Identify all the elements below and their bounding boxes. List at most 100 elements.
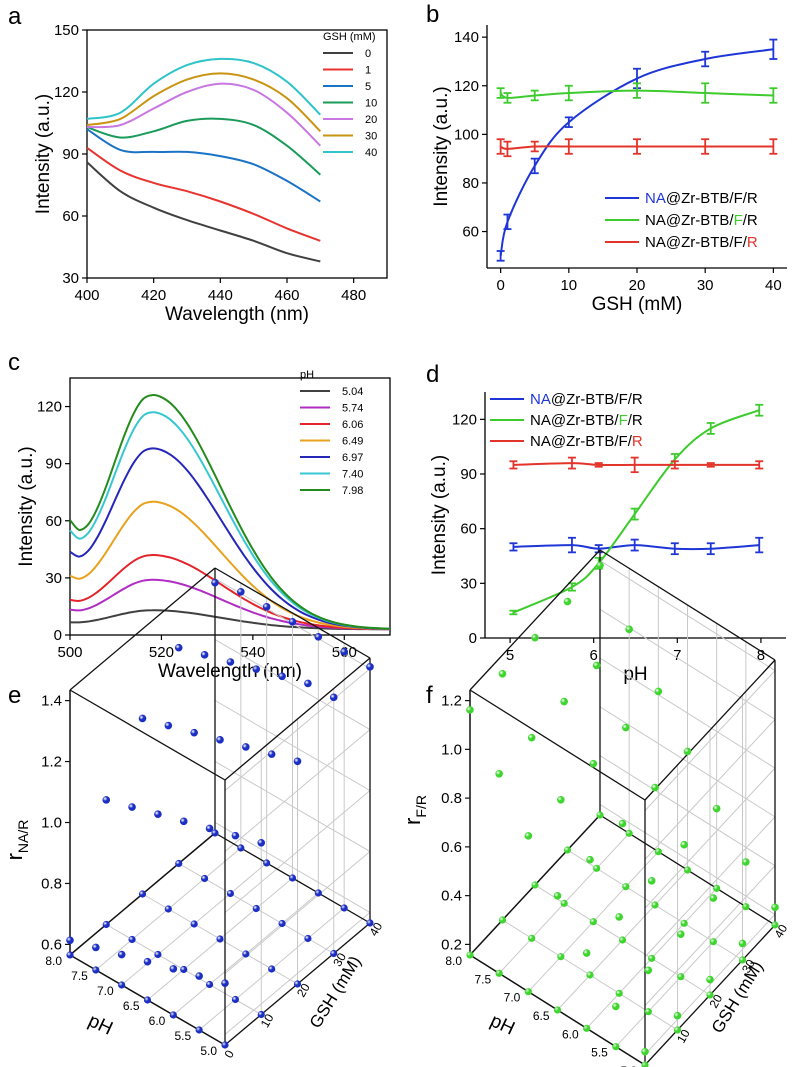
floor-point-11 <box>154 950 162 959</box>
data-point-18 <box>190 728 198 737</box>
panel-c-line-chart: c5005205405600306090120Wavelength (nm)In… <box>8 349 391 682</box>
floor-point-11 <box>553 1006 562 1014</box>
y-tick-label: 120 <box>37 399 62 416</box>
y-tick-label: 150 <box>54 22 79 39</box>
floor-point-15 <box>680 919 688 927</box>
data-point-31 <box>531 633 539 642</box>
legend-label-20: 20 <box>365 114 377 126</box>
data-point-32 <box>625 625 633 634</box>
data-point-14 <box>293 757 302 766</box>
floor-point-6 <box>738 956 747 964</box>
series-line-5 <box>86 128 321 203</box>
x-axis-label: Wavelength (nm) <box>165 304 309 325</box>
floor-point-17 <box>216 935 224 943</box>
legend-label-1: 1 <box>365 65 371 77</box>
data-point-11 <box>154 810 162 818</box>
x-tick-label: 7 <box>673 647 681 664</box>
panel-b-line-chart: b 0 10 20 30 40 60 80 100 120 140 GSH (mM) Intensity… <box>426 1 787 315</box>
floor-point-14 <box>293 980 302 988</box>
floor-point-34 <box>596 811 604 819</box>
data-point-7 <box>677 930 685 939</box>
z-axis-label-main: r <box>2 853 27 860</box>
floor-point-23 <box>683 866 692 874</box>
x-tick-label: 10 <box>560 277 577 294</box>
floor-point-27 <box>200 874 209 883</box>
floor-point-0 <box>221 1041 229 1049</box>
legend-label-40: 40 <box>365 147 377 159</box>
legend-label-0: NA@Zr-BTB/F/R <box>645 190 758 207</box>
data-point-8 <box>615 913 623 921</box>
data-point-6 <box>66 936 74 945</box>
x-tick-label: 420 <box>141 287 166 304</box>
legend-label-part: NA@Zr-BTB/ <box>645 212 734 229</box>
floor-point-22 <box>589 918 597 926</box>
floor-point-19 <box>164 905 172 913</box>
data-point-26 <box>226 658 235 666</box>
z-tick-label: 1.0 <box>41 815 62 832</box>
y-tick-label: 120 <box>452 411 477 428</box>
floor-point-10 <box>709 938 717 946</box>
z-tick-label: 0.2 <box>441 936 462 953</box>
data-point-17 <box>216 736 224 744</box>
panel-e-3d-scatter: e0.60.81.01.21.48.07.57.06.56.05.55.0 010… <box>2 567 385 1061</box>
x-tick-label: 5.0 <box>620 1064 637 1067</box>
legend-label-2: NA@Zr-BTB/F/R <box>530 433 643 450</box>
x-tick-label: 8 <box>757 647 765 664</box>
legend-label-6.49: 6.49 <box>342 436 363 448</box>
floor-point-24 <box>528 934 536 942</box>
y-tick-label: 0 <box>221 1047 237 1060</box>
x-tick-label: 8.0 <box>445 954 462 968</box>
data-point-4 <box>117 950 126 959</box>
x-axis-label: GSH (mM) <box>592 294 683 315</box>
y-axis-label: Intensity (a.u.) <box>33 94 54 214</box>
y-tick-label: 90 <box>62 146 79 163</box>
floor-point-21 <box>495 969 503 977</box>
floor-point-9 <box>771 921 779 929</box>
data-point-9 <box>205 824 214 833</box>
legend-title: GSH (mM) <box>323 31 376 43</box>
floor-point-31 <box>531 881 539 889</box>
data-point-0 <box>221 979 229 987</box>
x-tick-label: 400 <box>74 287 99 304</box>
z-axis-label-sub: F/R <box>413 795 429 818</box>
legend-label-part: NA@Zr-BTB/ <box>530 412 619 429</box>
floor-point-0 <box>641 1061 649 1067</box>
panel-label: c <box>8 349 20 376</box>
axis-edge <box>224 657 371 781</box>
y-axis-label: Intensity (a.u.) <box>429 455 450 575</box>
legend-label-6.97: 6.97 <box>342 452 363 464</box>
floor-point-12 <box>128 935 136 944</box>
floor-point-32 <box>625 829 633 837</box>
data-point-2 <box>612 1002 620 1011</box>
data-point-25 <box>622 723 630 732</box>
floor-point-16 <box>242 950 250 958</box>
y-axis-label: Intensity (a.u.) <box>431 86 452 206</box>
data-point-6 <box>738 939 747 948</box>
floor-point-31 <box>288 874 297 882</box>
floor-point-6 <box>66 951 74 959</box>
z-tick-label: 1.4 <box>41 693 62 710</box>
legend-label-5.04: 5.04 <box>342 386 363 398</box>
y-tick-label: 60 <box>45 513 62 530</box>
panel-label: e <box>8 682 21 709</box>
data-point-16 <box>524 832 533 840</box>
floor-point-19 <box>557 953 565 961</box>
axis-edge <box>599 549 776 661</box>
data-point-28 <box>340 648 348 656</box>
y-tick-label: 90 <box>460 466 477 483</box>
legend-label-7.40: 7.40 <box>342 469 363 481</box>
data-point-5 <box>92 943 100 952</box>
y-tick-label: 0 <box>469 630 477 647</box>
floor-point-2 <box>169 1011 177 1019</box>
data-point-25 <box>366 663 374 671</box>
floor-point-10 <box>180 965 188 974</box>
floor-point-26 <box>226 889 235 898</box>
legend-label-1: NA@Zr-BTB/F/R <box>645 212 758 229</box>
floor-point-7 <box>257 1010 265 1019</box>
floor-point-17 <box>618 936 627 944</box>
data-point-19 <box>557 795 565 804</box>
data-point-33 <box>237 588 245 596</box>
x-axis-label: pH <box>85 1010 116 1039</box>
series-line-7.98 <box>69 394 391 630</box>
x-tick-label: 440 <box>208 287 233 304</box>
